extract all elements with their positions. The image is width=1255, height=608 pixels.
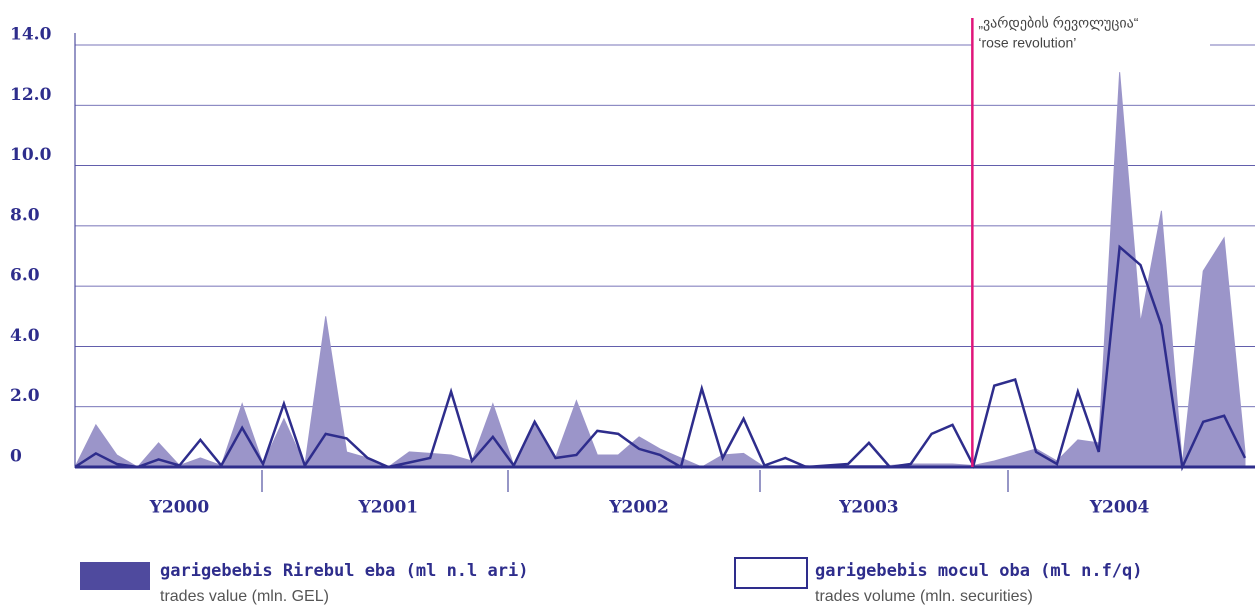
- y-tick-label: 10.0: [10, 145, 52, 165]
- y-tick-label: 12.0: [10, 85, 52, 105]
- year-label: Y2004: [1089, 498, 1150, 518]
- year-label: Y2001: [358, 498, 418, 518]
- legend-swatch: [80, 562, 150, 590]
- y-tick-label: 6.0: [10, 266, 40, 286]
- annotation-text: ‘rose revolution’: [978, 35, 1076, 51]
- annotation-text: „ვარდების რევოლუცია“: [978, 15, 1138, 32]
- y-tick-label: 14.0: [10, 25, 52, 45]
- legend-subtitle: trades value (mln. GEL): [160, 588, 329, 605]
- y-tick-label: 2.0: [10, 386, 40, 406]
- year-label: Y2002: [608, 498, 668, 518]
- legend-swatch: [734, 557, 808, 589]
- legend-label: garigebebis Rirebul eba (ml n.l ari): [160, 561, 528, 581]
- legend-label: garigebebis mocul oba (ml n.f/q): [815, 561, 1143, 581]
- line: [74, 244, 1247, 472]
- year-label: Y2000: [149, 498, 210, 518]
- area: [74, 72, 1246, 468]
- year-label: Y2003: [838, 498, 898, 518]
- legend-subtitle: trades volume (mln. securities): [815, 588, 1033, 605]
- y-tick-label: 8.0: [10, 205, 40, 225]
- y-tick-label: 4.0: [10, 326, 40, 346]
- y-tick-label: 0: [10, 447, 22, 467]
